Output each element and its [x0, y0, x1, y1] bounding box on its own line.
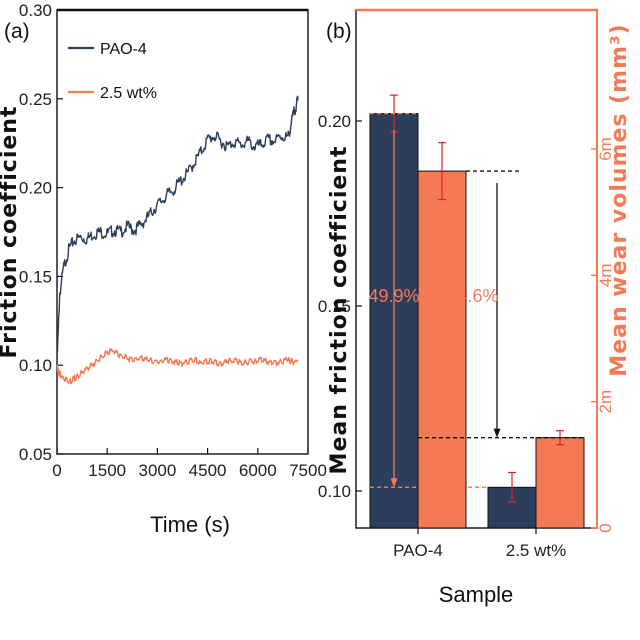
right-axis-ticks-b: 0 2m 4m 6m — [591, 137, 615, 533]
x-axis-title-a: Time (s) — [150, 512, 230, 537]
y-tick-label-a: 0.10 — [19, 356, 52, 375]
reduction-annotations: 49.9% 74.6% — [368, 112, 584, 488]
right-tick-label-b: 6m — [596, 137, 615, 161]
right-tick-label-b: 4m — [596, 264, 615, 288]
x-tick-label-a: 4500 — [189, 461, 227, 480]
y-tick-label-a: 0.20 — [19, 179, 52, 198]
x-tick-label-a: 3000 — [138, 461, 176, 480]
y-tick-label-b: 0.15 — [318, 297, 351, 316]
category-label: PAO-4 — [393, 541, 443, 560]
bars-b — [369, 94, 585, 529]
arrow-wear-head — [493, 428, 501, 438]
legend-a: PAO-4 2.5 wt% — [68, 41, 157, 102]
y-tick-label-a: 0.15 — [19, 267, 52, 286]
panel-label-a: (a) — [4, 20, 30, 43]
y-tick-label-b: 0.20 — [318, 112, 351, 131]
plot-frame-a — [56, 9, 309, 455]
arrow-friction-head — [390, 478, 398, 488]
bar-wear-2p5wt — [535, 437, 585, 529]
friction-time-chart: (a) 0.05 0.10 0.15 0.20 0.25 0.30 0 1500 3000 45… — [0, 1, 327, 537]
y-axis-title-b: Mean friction coefficient — [327, 146, 352, 475]
legend-label-pao4: PAO-4 — [100, 41, 147, 58]
x-tick-label-a: 6000 — [239, 461, 277, 480]
mean-friction-wear-chart: (b) 0.10 0.15 0.20 0 2m 4m 6m PAO-4 2.5 wt% 49… — [318, 8, 632, 607]
y-axis-ticks-a: 0.05 0.10 0.15 0.20 0.25 0.30 — [19, 1, 63, 464]
x-axis-title-b: Sample — [439, 582, 514, 607]
series-line-2p5wt — [56, 348, 299, 385]
y-tick-label-a: 0.05 — [19, 445, 52, 464]
annotation-friction-reduction: 49.9% — [368, 286, 419, 306]
right-axis-title-b: Mean wear volumes (mm³) — [607, 23, 632, 376]
legend-label-2p5wt: 2.5 wt% — [100, 85, 157, 102]
y-axis-title-a: Friction coefficient — [0, 106, 22, 359]
category-label: 2.5 wt% — [506, 541, 566, 560]
annotation-wear-reduction: 74.6% — [447, 286, 498, 306]
x-tick-label-a: 7500 — [289, 461, 327, 480]
right-tick-label-b: 2m — [596, 390, 615, 414]
y-tick-label-a: 0.25 — [19, 90, 52, 109]
x-tick-label-a: 0 — [52, 461, 61, 480]
bar-wear-pao4 — [417, 170, 467, 529]
right-tick-label-b: 0 — [596, 523, 615, 532]
y-tick-label-b: 0.10 — [318, 482, 351, 501]
series-lines-a — [56, 95, 299, 385]
category-ticks-b: PAO-4 2.5 wt% — [393, 528, 566, 560]
y-tick-label-a: 0.30 — [19, 1, 52, 20]
y-axis-ticks-b: 0.10 0.15 0.20 — [318, 112, 362, 501]
x-tick-label-a: 1500 — [88, 461, 126, 480]
series-line-pao4 — [56, 95, 299, 366]
x-axis-ticks-a: 0 1500 3000 4500 6000 7500 — [52, 448, 327, 480]
panel-label-b: (b) — [326, 20, 352, 43]
